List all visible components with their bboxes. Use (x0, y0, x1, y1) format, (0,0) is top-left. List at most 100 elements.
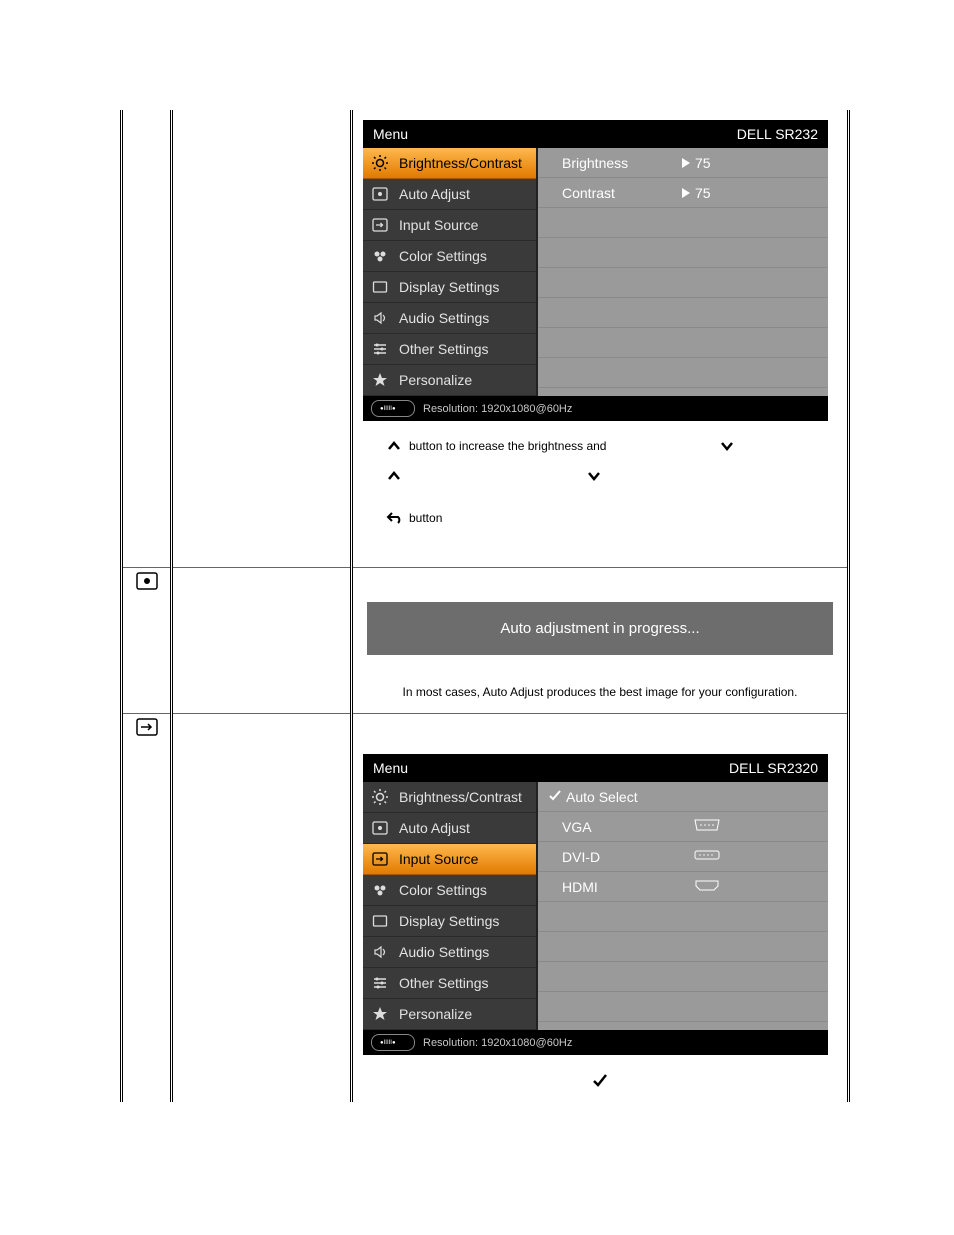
display-icon (371, 278, 389, 296)
osd-header: Menu DELL SR2320 (363, 754, 828, 782)
osd-item-star[interactable]: Personalize (363, 999, 536, 1030)
svg-text:●IIIII●: ●IIIII● (380, 1040, 396, 1046)
audio-icon (371, 943, 389, 961)
row-brightness: Menu DELL SR232 Brightness/Contrast Auto … (122, 110, 849, 568)
back-arrow-icon (385, 509, 403, 527)
input-source-icon (371, 216, 389, 234)
osd-item-label: Input Source (399, 217, 478, 233)
dvi-port-icon (692, 848, 722, 865)
osd-item-label: Personalize (399, 372, 472, 388)
osd-right-empty (538, 298, 828, 328)
osd-header: Menu DELL SR232 (363, 120, 828, 148)
osd-menu-1: Menu DELL SR232 Brightness/Contrast Auto … (363, 120, 828, 421)
osd-right-row[interactable]: Contrast 75 (538, 178, 828, 208)
play-icon (682, 155, 690, 171)
osd-item-brightness[interactable]: Brightness/Contrast (363, 148, 536, 179)
hdmi-port-icon (692, 878, 722, 895)
osd-item-label: Audio Settings (399, 944, 489, 960)
osd-resolution: Resolution: 1920x1080@60Hz (423, 403, 572, 415)
osd-resolution: Resolution: 1920x1080@60Hz (423, 1037, 572, 1049)
osd-right-row[interactable]: VGA (538, 812, 828, 842)
chevron-up-icon (385, 467, 403, 485)
osd-value-label: HDMI (562, 879, 682, 895)
osd-value: 75 (695, 185, 711, 201)
osd-value-label: VGA (562, 819, 682, 835)
auto-adjust-note: In most cases, Auto Adjust produces the … (357, 685, 843, 699)
osd-value-label: Brightness (562, 155, 682, 171)
osd-item-input-source[interactable]: Input Source (363, 844, 536, 875)
row-main-cell: Menu DELL SR2320 Brightness/Contrast Auto… (352, 714, 849, 1103)
input-source-icon (136, 724, 158, 739)
osd-item-auto-adjust[interactable]: Auto Adjust (363, 813, 536, 844)
display-icon (371, 912, 389, 930)
osd-right-row[interactable]: Brightness 75 (538, 148, 828, 178)
osd-item-brightness[interactable]: Brightness/Contrast (363, 782, 536, 813)
osd-item-label: Color Settings (399, 248, 487, 264)
chevron-up-icon (385, 437, 403, 455)
color-icon (371, 881, 389, 899)
osd-item-label: Brightness/Contrast (399, 789, 522, 805)
auto-adjust-icon (371, 819, 389, 837)
osd-right-row[interactable]: Auto Select (538, 782, 828, 812)
help-line-3: button (357, 491, 843, 533)
row-main-cell: Menu DELL SR232 Brightness/Contrast Auto … (352, 110, 849, 568)
osd-item-input-source[interactable]: Input Source (363, 210, 536, 241)
energy-badge-icon: ●IIIII● (371, 1034, 415, 1051)
vga-port-icon (692, 818, 722, 835)
osd-item-label: Auto Adjust (399, 186, 470, 202)
star-icon (371, 1005, 389, 1023)
row-spacer-cell (172, 110, 352, 568)
osd-item-audio[interactable]: Audio Settings (363, 937, 536, 968)
osd-item-display[interactable]: Display Settings (363, 906, 536, 937)
osd-right-panel: Brightness 75 Contrast 75 (538, 148, 828, 396)
osd-item-other[interactable]: Other Settings (363, 968, 536, 999)
osd-item-label: Other Settings (399, 975, 489, 991)
osd-item-color[interactable]: Color Settings (363, 875, 536, 906)
osd-right-empty (538, 208, 828, 238)
osd-right-empty (538, 358, 828, 388)
osd-item-color[interactable]: Color Settings (363, 241, 536, 272)
osd-right-empty (538, 962, 828, 992)
other-icon (371, 974, 389, 992)
osd-left-panel: Brightness/Contrast Auto Adjust Input Sour… (363, 782, 538, 1030)
osd-item-other[interactable]: Other Settings (363, 334, 536, 365)
osd-right-empty (538, 992, 828, 1022)
help-text-1: button to increase the brightness and (409, 439, 606, 453)
osd-item-label: Display Settings (399, 913, 499, 929)
audio-icon (371, 309, 389, 327)
check-icon (591, 1077, 609, 1092)
chevron-down-icon (585, 467, 603, 485)
osd-value: 75 (695, 155, 711, 171)
osd-value-label: DVI-D (562, 849, 682, 865)
osd-footer: ●IIIII● Resolution: 1920x1080@60Hz (363, 1030, 828, 1055)
other-icon (371, 340, 389, 358)
row-icon-cell (122, 568, 172, 714)
osd-item-label: Auto Adjust (399, 820, 470, 836)
osd-value-label: Contrast (562, 185, 682, 201)
osd-item-label: Personalize (399, 1006, 472, 1022)
star-icon (371, 371, 389, 389)
osd-item-auto-adjust[interactable]: Auto Adjust (363, 179, 536, 210)
play-icon (682, 185, 690, 201)
input-source-icon (371, 850, 389, 868)
osd-value-label: Auto Select (566, 789, 686, 805)
row-spacer-cell (172, 568, 352, 714)
osd-left-panel: Brightness/Contrast Auto Adjust Input Sour… (363, 148, 538, 396)
osd-item-label: Display Settings (399, 279, 499, 295)
doc-table: Menu DELL SR232 Brightness/Contrast Auto … (120, 110, 850, 1102)
osd-item-display[interactable]: Display Settings (363, 272, 536, 303)
auto-adjust-icon (371, 185, 389, 203)
row-main-cell: Auto adjustment in progress... In most c… (352, 568, 849, 714)
row-auto-adjust: Auto adjustment in progress... In most c… (122, 568, 849, 714)
osd-item-audio[interactable]: Audio Settings (363, 303, 536, 334)
brightness-icon (371, 788, 389, 806)
row-icon-cell (122, 714, 172, 1103)
osd-right-row[interactable]: HDMI (538, 872, 828, 902)
osd-model: DELL SR232 (737, 126, 818, 142)
svg-text:●IIIII●: ●IIIII● (380, 406, 396, 412)
check-icon (548, 788, 562, 805)
row-icon-cell (122, 110, 172, 568)
chevron-down-icon (718, 437, 736, 455)
osd-item-star[interactable]: Personalize (363, 365, 536, 396)
osd-right-row[interactable]: DVI-D (538, 842, 828, 872)
